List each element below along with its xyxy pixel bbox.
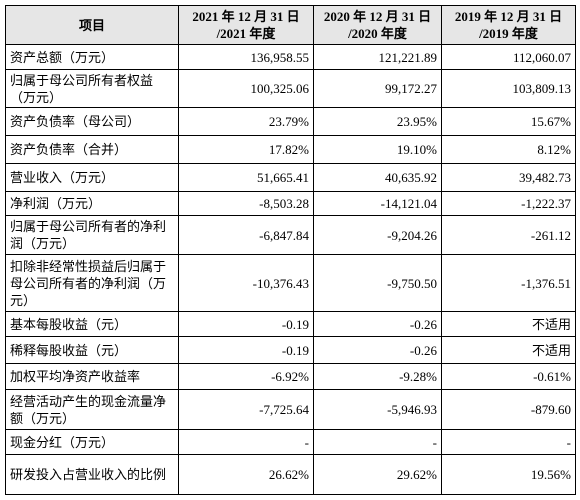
header-row: 项目 2021 年 12 月 31 日/2021 年度 2020 年 12 月 … (5, 5, 576, 45)
value-cell: -261.12 (441, 215, 576, 255)
value-cell: -9,750.50 (313, 254, 442, 312)
row-label: 营业收入（万元） (5, 163, 179, 192)
header-cell: 2020 年 12 月 31 日/2020 年度 (313, 5, 442, 45)
value-cell: 17.82% (178, 135, 314, 164)
header-line: 2020 年 12 月 31 日 (323, 9, 432, 24)
table-row: 资产总额（万元） 136,958.55 121,221.89 112,060.07 (5, 44, 576, 70)
row-label: 现金分红（万元） (5, 429, 179, 455)
value-cell: -6,847.84 (178, 215, 314, 255)
value-cell: -7,725.64 (178, 389, 314, 430)
value-cell: 不适用 (441, 311, 576, 337)
row-label: 资产负债率（合并） (5, 135, 179, 164)
value-cell: - (313, 429, 442, 455)
value-cell: 51,665.41 (178, 163, 314, 192)
table-row: 研发投入占营业收入的比例 26.62% 29.62% 19.56% (5, 454, 576, 495)
table-row: 经营活动产生的现金流量净额（万元） -7,725.64 -5,946.93 -879.… (5, 389, 576, 430)
value-cell: 15.67% (441, 107, 576, 136)
value-cell: - (178, 429, 314, 455)
header-cell: 项目 (5, 5, 179, 45)
value-cell: -1,376.51 (441, 254, 576, 312)
row-label: 经营活动产生的现金流量净额（万元） (5, 389, 179, 430)
value-cell: 99,172.27 (313, 69, 442, 108)
value-cell: 112,060.07 (441, 44, 576, 70)
value-cell: -14,121.04 (313, 191, 442, 216)
value-cell: 26.62% (178, 454, 314, 495)
table-row: 基本每股收益（元） -0.19 -0.26 不适用 (5, 311, 576, 337)
table-row: 扣除非经常性损益后归属于母公司所有者的净利润（万元） -10,376.43 -9,7… (5, 254, 576, 312)
table-row: 资产负债率（母公司） 23.79% 23.95% 15.67% (5, 107, 576, 136)
row-label: 基本每股收益（元） (5, 311, 179, 337)
value-cell: 39,482.73 (441, 163, 576, 192)
header-line: /2020 年度 (348, 26, 407, 41)
value-cell: -0.61% (441, 363, 576, 390)
value-cell: -5,946.93 (313, 389, 442, 430)
value-cell: 29.62% (313, 454, 442, 495)
value-cell: -9.28% (313, 363, 442, 390)
value-cell: 8.12% (441, 135, 576, 164)
financial-table: 项目 2021 年 12 月 31 日/2021 年度 2020 年 12 月 … (5, 5, 576, 495)
value-cell: -10,376.43 (178, 254, 314, 312)
table-header: 项目 2021 年 12 月 31 日/2021 年度 2020 年 12 月 … (5, 5, 576, 45)
header-line: /2019 年度 (479, 26, 538, 41)
value-cell: -0.19 (178, 311, 314, 337)
table-row: 归属于母公司所有者的净利润（万元） -6,847.84 -9,204.26 -261.… (5, 215, 576, 255)
header-line: 2019 年 12 月 31 日 (454, 9, 563, 24)
table-row: 营业收入（万元） 51,665.41 40,635.92 39,482.73 (5, 163, 576, 192)
header-line: /2021 年度 (216, 26, 276, 41)
value-cell: 103,809.13 (441, 69, 576, 108)
value-cell: 23.95% (313, 107, 442, 136)
row-label: 归属于母公司所有者权益（万元） (5, 69, 179, 108)
value-cell: 121,221.89 (313, 44, 442, 70)
value-cell: -0.26 (313, 336, 442, 364)
table-row: 加权平均净资产收益率 -6.92% -9.28% -0.61% (5, 363, 576, 390)
header-cell: 2021 年 12 月 31 日/2021 年度 (178, 5, 314, 45)
row-label: 加权平均净资产收益率 (5, 363, 179, 390)
value-cell: -9,204.26 (313, 215, 442, 255)
value-cell: - (441, 429, 576, 455)
header-line: 2021 年 12 月 31 日 (192, 9, 300, 24)
value-cell: 100,325.06 (178, 69, 314, 108)
value-cell: 40,635.92 (313, 163, 442, 192)
row-label: 稀释每股收益（元） (5, 336, 179, 364)
value-cell: 23.79% (178, 107, 314, 136)
row-label: 资产总额（万元） (5, 44, 179, 70)
header-cell: 2019 年 12 月 31 日/2019 年度 (441, 5, 576, 45)
value-cell: -0.26 (313, 311, 442, 337)
value-cell: -6.92% (178, 363, 314, 390)
row-label: 归属于母公司所有者的净利润（万元） (5, 215, 179, 255)
value-cell: -8,503.28 (178, 191, 314, 216)
value-cell: 19.56% (441, 454, 576, 495)
row-label: 扣除非经常性损益后归属于母公司所有者的净利润（万元） (5, 254, 179, 312)
value-cell: -1,222.37 (441, 191, 576, 216)
row-label: 净利润（万元） (5, 191, 179, 216)
table-body: 资产总额（万元） 136,958.55 121,221.89 112,060.07 归属… (5, 44, 576, 495)
table-row: 稀释每股收益（元） -0.19 -0.26 不适用 (5, 336, 576, 364)
value-cell: 不适用 (441, 336, 576, 364)
table-row: 净利润（万元） -8,503.28 -14,121.04 -1,222.37 (5, 191, 576, 216)
value-cell: 136,958.55 (178, 44, 314, 70)
table-row: 归属于母公司所有者权益（万元） 100,325.06 99,172.27 103,80… (5, 69, 576, 108)
value-cell: -879.60 (441, 389, 576, 430)
row-label: 研发投入占营业收入的比例 (5, 454, 179, 495)
row-label: 资产负债率（母公司） (5, 107, 179, 136)
value-cell: 19.10% (313, 135, 442, 164)
table-row: 现金分红（万元） - - - (5, 429, 576, 455)
value-cell: -0.19 (178, 336, 314, 364)
table-row: 资产负债率（合并） 17.82% 19.10% 8.12% (5, 135, 576, 164)
